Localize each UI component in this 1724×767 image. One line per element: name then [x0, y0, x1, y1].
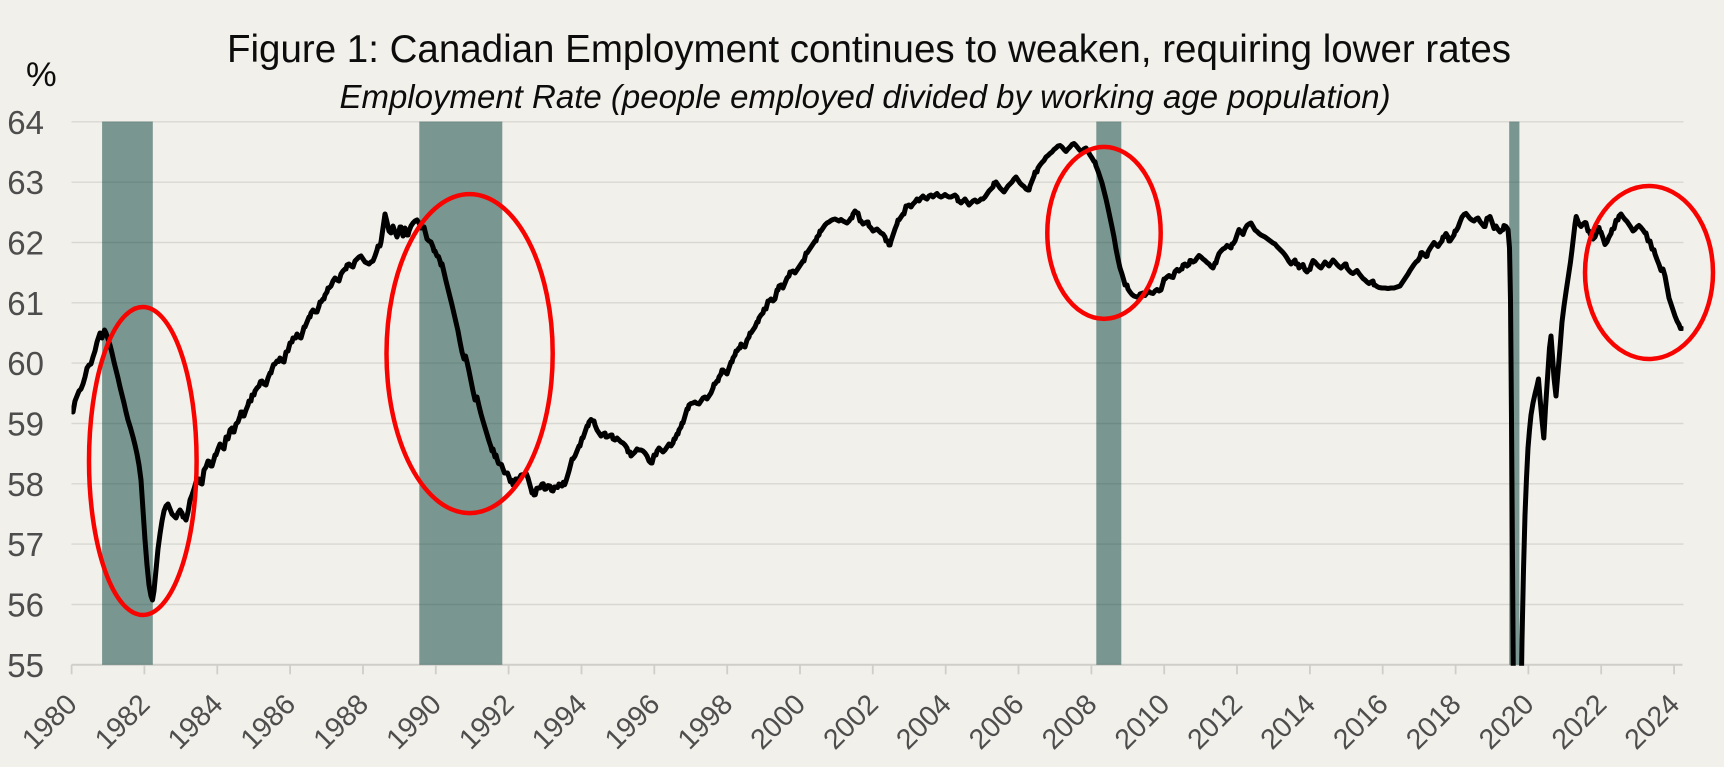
svg-text:57: 57 [7, 526, 44, 563]
svg-text:62: 62 [7, 225, 44, 262]
svg-text:55: 55 [7, 647, 44, 684]
svg-text:60: 60 [7, 345, 44, 382]
svg-text:%: % [26, 56, 57, 94]
svg-text:56: 56 [7, 587, 44, 624]
svg-text:64: 64 [7, 104, 44, 141]
svg-text:Figure 1: Canadian Employment: Figure 1: Canadian Employment continues … [227, 28, 1511, 71]
svg-text:61: 61 [7, 285, 44, 322]
svg-text:59: 59 [7, 406, 44, 443]
svg-text:58: 58 [7, 466, 44, 503]
svg-text:63: 63 [7, 164, 44, 201]
svg-text:Employment Rate (people employ: Employment Rate (people employed divided… [339, 78, 1390, 115]
